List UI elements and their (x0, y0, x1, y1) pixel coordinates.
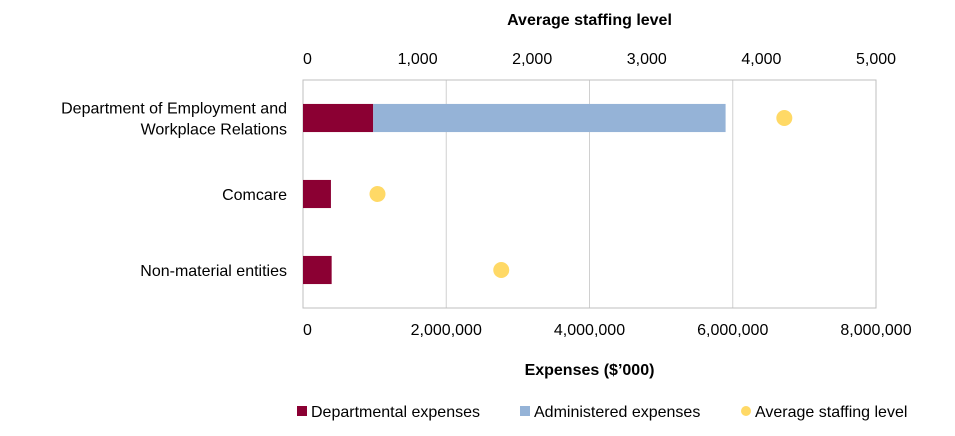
category-label-0: Department of Employment and (61, 101, 287, 118)
secondary-tick-label: 1,000 (398, 51, 438, 68)
secondary-axis-ticks: 0 1,000 2,000 3,000 4,000 5,000 (303, 51, 896, 68)
bar-departmental-2 (303, 255, 332, 285)
secondary-tick-label: 3,000 (627, 51, 667, 68)
primary-tick-label: 8,000,000 (840, 322, 911, 339)
secondary-tick-label: 2,000 (512, 51, 552, 68)
bar-departmental-0 (303, 103, 374, 133)
primary-tick-label: 4,000,000 (554, 322, 625, 339)
secondary-tick-label: 0 (303, 51, 312, 68)
secondary-tick-label: 5,000 (856, 51, 896, 68)
legend-label-0: Departmental expenses (311, 404, 480, 421)
legend-swatch-1 (520, 406, 530, 416)
staffing-point-2 (493, 262, 510, 278)
category-labels: Department of Employment and Workplace Re… (61, 101, 287, 281)
staffing-points (369, 110, 793, 278)
staffing-point-1 (369, 186, 386, 202)
bar-departmental-1 (303, 179, 331, 209)
staffing-point-0 (776, 110, 793, 126)
bar-administered-0 (373, 103, 726, 133)
legend-swatch-2 (741, 406, 751, 416)
secondary-tick-label: 4,000 (741, 51, 781, 68)
category-label-1: Comcare (222, 187, 287, 204)
category-label-2: Non-material entities (140, 263, 287, 280)
legend-label-1: Administered expenses (534, 404, 700, 421)
primary-tick-label: 0 (303, 322, 312, 339)
secondary-axis-title: Average staffing level (507, 12, 672, 29)
bars (303, 103, 726, 285)
primary-tick-label: 6,000,000 (697, 322, 768, 339)
primary-axis-title: Expenses ($’000) (525, 362, 655, 379)
category-label-0: Workplace Relations (141, 122, 287, 139)
legend: Departmental expenses Administered expens… (297, 404, 907, 421)
primary-tick-label: 2,000,000 (411, 322, 482, 339)
legend-label-2: Average staffing level (755, 404, 907, 421)
legend-swatch-0 (297, 406, 307, 416)
primary-axis-ticks: 0 2,000,000 4,000,000 6,000,000 8,000,000 (303, 322, 912, 339)
